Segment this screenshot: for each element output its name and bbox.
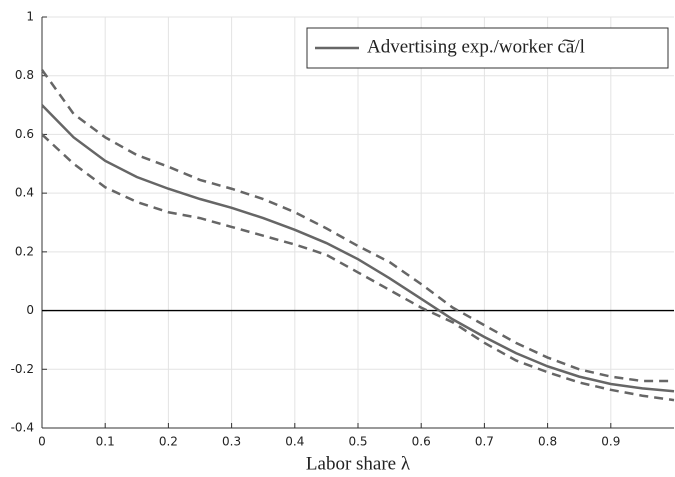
- y-tick-label: 0.2: [15, 244, 34, 258]
- x-tick-label: 0.9: [601, 435, 620, 449]
- x-tick-label: 0.8: [538, 435, 557, 449]
- line-series: [41, 104, 675, 393]
- x-tick-label: 0.7: [475, 435, 494, 449]
- x-tick-label: 0.1: [96, 435, 115, 449]
- x-tick-label: 0.3: [222, 435, 241, 449]
- y-tick-label: 0.4: [15, 186, 34, 200]
- y-tick-label: 0: [26, 303, 34, 317]
- y-tick-label: -0.2: [11, 362, 34, 376]
- x-tick-label: 0.5: [348, 435, 367, 449]
- line-series: [40, 69, 674, 383]
- legend-box: [306, 27, 669, 69]
- x-tick-label: 0.4: [285, 435, 304, 449]
- y-tick-label: 1: [26, 10, 34, 24]
- y-tick-label: 0.6: [15, 127, 34, 141]
- y-tick-label: -0.4: [11, 421, 34, 435]
- x-tick-label: 0.2: [159, 435, 178, 449]
- x-tick-label: 0.6: [412, 435, 431, 449]
- line-series: [41, 133, 675, 402]
- x-tick-label: 0: [38, 435, 46, 449]
- y-tick-label: 0.8: [15, 68, 34, 82]
- legend-label: Advertising exp./worker c͠a/l: [367, 36, 585, 57]
- x-axis-label: Labor share λ: [306, 453, 411, 474]
